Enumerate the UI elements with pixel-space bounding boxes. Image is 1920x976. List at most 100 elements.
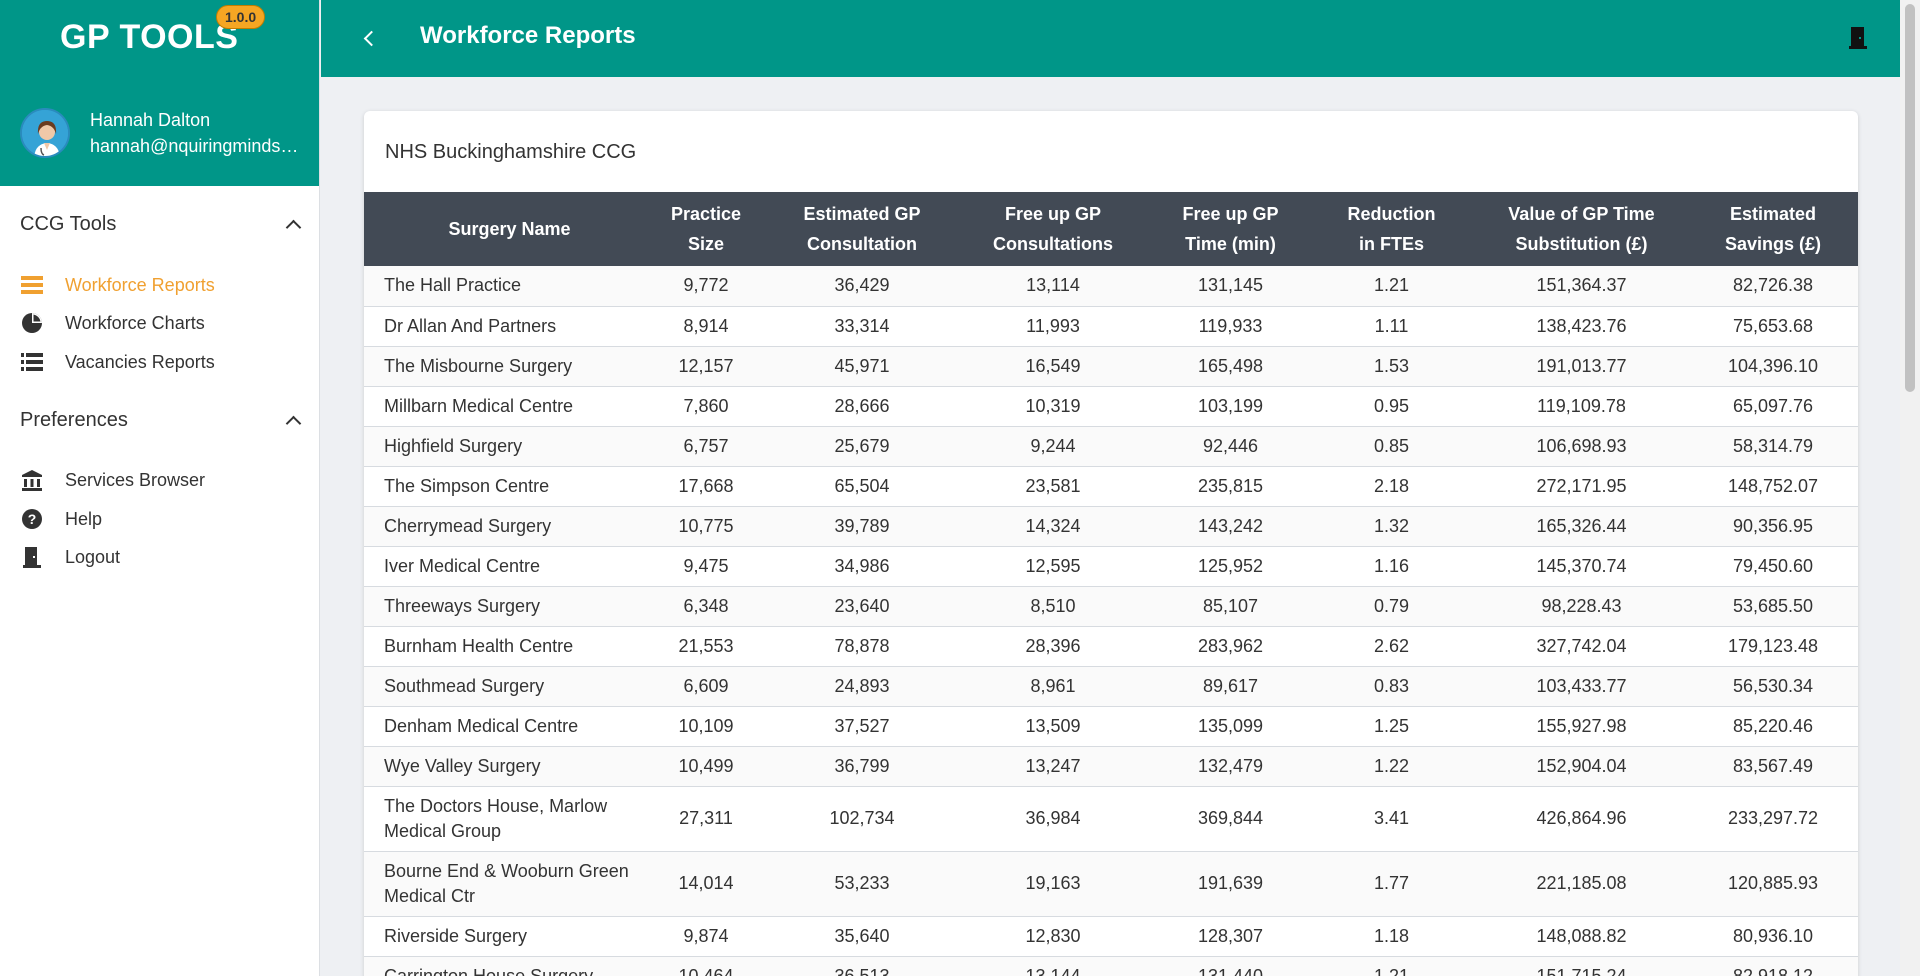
table-cell: 13,114: [953, 266, 1153, 307]
table-cell: 1.22: [1308, 746, 1475, 787]
table-cell: 6,348: [641, 586, 771, 627]
table-row[interactable]: The Misbourne Surgery 12,157 45,971 16,549 1…: [364, 346, 1858, 387]
column-header[interactable]: Estimated Savings (£): [1688, 192, 1858, 266]
surgery-name-cell: Bourne End & Wooburn Green Medical Ctr: [364, 851, 641, 917]
column-header[interactable]: Practice Size: [641, 192, 771, 266]
column-header[interactable]: Reduction in FTEs: [1308, 192, 1475, 266]
table-row[interactable]: The Hall Practice 9,772 36,429 13,114 131,14…: [364, 266, 1858, 307]
back-chevron-icon[interactable]: [361, 26, 377, 50]
page-title: Workforce Reports: [420, 22, 636, 49]
scrollbar-thumb[interactable]: [1905, 4, 1915, 392]
table-cell: 235,815: [1153, 466, 1308, 507]
table-cell: 82,918.12: [1688, 956, 1858, 976]
app-brand[interactable]: GP TOOLS: [60, 18, 239, 56]
table-cell: 102,734: [771, 786, 953, 852]
table-row[interactable]: The Simpson Centre 17,668 65,504 23,581 235,…: [364, 466, 1858, 507]
table-row[interactable]: Iver Medical Centre 9,475 34,986 12,595 125,…: [364, 546, 1858, 587]
column-header[interactable]: Value of GP Time Substitution (£): [1475, 192, 1688, 266]
table-cell: 1.11: [1308, 306, 1475, 347]
table-cell: 2.62: [1308, 626, 1475, 667]
table-cell: 21,553: [641, 626, 771, 667]
sidebar-item-help[interactable]: ? Help: [20, 504, 102, 534]
table-cell: 12,595: [953, 546, 1153, 587]
sidebar-item-workforce-charts[interactable]: Workforce Charts: [20, 308, 205, 338]
table-cell: 12,830: [953, 916, 1153, 957]
sidebar-item-vacancies-reports[interactable]: Vacancies Reports: [20, 347, 215, 377]
chevron-up-icon[interactable]: [286, 218, 300, 232]
table-cell: 145,370.74: [1475, 546, 1688, 587]
sidebar-item-label: Help: [65, 508, 103, 529]
table-row[interactable]: Cherrymead Surgery 10,775 39,789 14,324 143,…: [364, 506, 1858, 547]
table-cell: 13,247: [953, 746, 1153, 787]
section-ccg-tools[interactable]: CCG Tools: [20, 213, 300, 236]
surgery-name-cell: Highfield Surgery: [364, 426, 641, 467]
table-cell: 16,549: [953, 346, 1153, 387]
table-row[interactable]: Wye Valley Surgery 10,499 36,799 13,247 132,…: [364, 746, 1858, 787]
surgery-name-cell: The Doctors House, Marlow Medical Group: [364, 786, 641, 852]
table-cell: 36,799: [771, 746, 953, 787]
table-row[interactable]: The Doctors House, Marlow Medical Group 2…: [364, 786, 1858, 852]
sidebar-item-workforce-reports[interactable]: Workforce Reports: [20, 270, 215, 300]
table-cell: 9,772: [641, 266, 771, 307]
table-cell: 14,324: [953, 506, 1153, 547]
table-cell: 0.95: [1308, 386, 1475, 427]
table-cell: 9,475: [641, 546, 771, 587]
table-cell: 106,698.93: [1475, 426, 1688, 467]
table-cell: 1.53: [1308, 346, 1475, 387]
column-header[interactable]: Surgery Name: [364, 192, 641, 266]
table-row[interactable]: Burnham Health Centre 21,553 78,878 28,396 2…: [364, 626, 1858, 667]
section-preferences[interactable]: Preferences: [20, 409, 300, 432]
column-header[interactable]: Free up GP Consultations: [953, 192, 1153, 266]
logout-door-icon[interactable]: [1847, 26, 1871, 50]
table-row[interactable]: Riverside Surgery 9,874 35,640 12,830 128,30…: [364, 916, 1858, 957]
table-cell: 98,228.43: [1475, 586, 1688, 627]
table-cell: 17,668: [641, 466, 771, 507]
top-bar: Workforce Reports: [321, 0, 1900, 77]
table-cell: 90,356.95: [1688, 506, 1858, 547]
column-header[interactable]: Free up GP Time (min): [1153, 192, 1308, 266]
table-cell: 426,864.96: [1475, 786, 1688, 852]
table-cell: 10,109: [641, 706, 771, 747]
avatar[interactable]: [20, 108, 70, 158]
table-row[interactable]: Threeways Surgery 6,348 23,640 8,510 85,107 0…: [364, 586, 1858, 627]
table-cell: 125,952: [1153, 546, 1308, 587]
page-scrollbar[interactable]: [1900, 0, 1920, 976]
doctor-avatar-icon: [22, 110, 68, 156]
table-cell: 8,510: [953, 586, 1153, 627]
table-cell: 12,157: [641, 346, 771, 387]
table-cell: 3.41: [1308, 786, 1475, 852]
table-cell: 56,530.34: [1688, 666, 1858, 707]
chevron-up-icon[interactable]: [286, 414, 300, 428]
table-cell: 135,099: [1153, 706, 1308, 747]
table-cell: 120,885.93: [1688, 851, 1858, 917]
report-card: NHS Buckinghamshire CCG Surgery Name Pra…: [364, 111, 1858, 976]
table-cell: 119,933: [1153, 306, 1308, 347]
table-cell: 79,450.60: [1688, 546, 1858, 587]
table-row[interactable]: Millbarn Medical Centre 7,860 28,666 10,319…: [364, 386, 1858, 427]
table-cell: 35,640: [771, 916, 953, 957]
table-cell: 233,297.72: [1688, 786, 1858, 852]
table-row[interactable]: Carrington House Surgery 10,464 36,513 13,1…: [364, 956, 1858, 976]
table-row[interactable]: Dr Allan And Partners 8,914 33,314 11,993 11…: [364, 306, 1858, 347]
table-cell: 9,874: [641, 916, 771, 957]
table-row[interactable]: Bourne End & Wooburn Green Medical Ctr 14…: [364, 851, 1858, 917]
surgery-name-cell: Millbarn Medical Centre: [364, 386, 641, 427]
table-cell: 25,679: [771, 426, 953, 467]
table-cell: 78,878: [771, 626, 953, 667]
table-cell: 82,726.38: [1688, 266, 1858, 307]
sidebar-item-logout[interactable]: Logout: [20, 542, 120, 572]
table-cell: 13,509: [953, 706, 1153, 747]
table-cell: 14,014: [641, 851, 771, 917]
table-cell: 34,986: [771, 546, 953, 587]
table-cell: 23,640: [771, 586, 953, 627]
table-cell: 6,757: [641, 426, 771, 467]
table-cell: 128,307: [1153, 916, 1308, 957]
table-row[interactable]: Highfield Surgery 6,757 25,679 9,244 92,446 0…: [364, 426, 1858, 467]
sidebar-item-services-browser[interactable]: Services Browser: [20, 465, 205, 495]
table-cell: 10,775: [641, 506, 771, 547]
column-header[interactable]: Estimated GP Consultation: [771, 192, 953, 266]
table-row[interactable]: Denham Medical Centre 10,109 37,527 13,509 1…: [364, 706, 1858, 747]
table-row[interactable]: Southmead Surgery 6,609 24,893 8,961 89,617 0…: [364, 666, 1858, 707]
table-cell: 155,927.98: [1475, 706, 1688, 747]
table-cell: 7,860: [641, 386, 771, 427]
